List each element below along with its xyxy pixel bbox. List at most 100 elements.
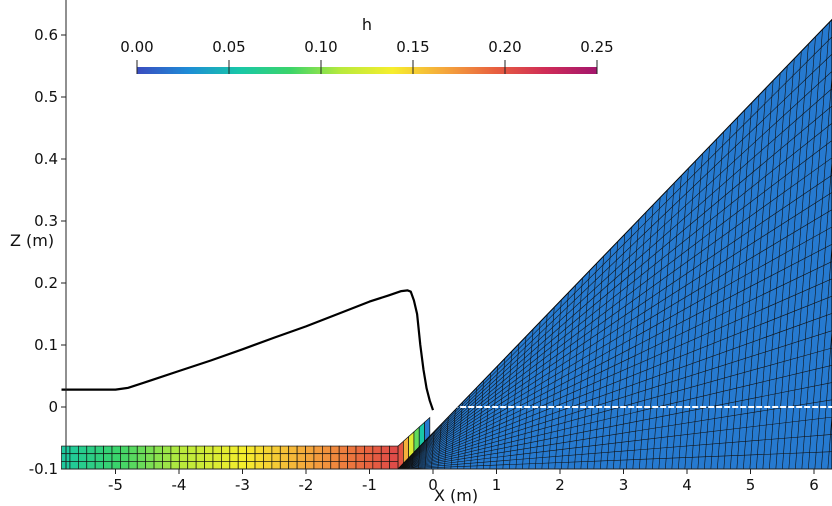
bed-cell [162,453,172,462]
bed-cell [364,461,374,470]
bed-cell [195,453,205,462]
bed-cell [136,461,147,470]
slope-mesh-line [398,295,832,469]
bed-cell [103,453,113,462]
bed-cell [372,445,382,455]
bed-cell [271,453,281,462]
bed-cell [128,453,138,462]
bed-cell [305,453,315,462]
y-tick-label: 0.3 [34,212,58,230]
bed-cell [153,453,163,462]
slope-mesh-line [410,19,448,469]
bed-cell [305,461,315,470]
slope-mesh-line [398,278,832,469]
bed-cell [338,461,348,470]
bed-cell [263,453,273,462]
bed-cell [229,445,239,455]
x-tick-label: -2 [299,476,314,494]
bed-cell [69,445,79,455]
bed-cell [288,461,298,470]
bed-cell [204,445,214,455]
x-tick-label: 6 [809,476,819,494]
slope-mesh-line [398,105,832,469]
bed-cell [221,445,231,455]
bed-cell [389,461,399,470]
bed-cell [246,461,256,470]
x-tick-label: 3 [619,476,629,494]
bed-cell [170,453,180,462]
bed-cell [279,453,290,462]
x-tick-label: -1 [362,476,377,494]
bed-cell [212,461,222,470]
bed-cell [305,445,315,455]
y-tick-label: -0.1 [29,460,58,478]
bed-cell [69,453,79,462]
slope-mesh-line [748,19,786,469]
bed-cell [178,461,189,470]
bed-cell [347,461,357,470]
bed-cell [229,453,239,462]
y-axis-title: Z (m) [10,231,54,250]
bed-cell [153,445,163,455]
colorbar-tick-label: 0.10 [304,38,337,56]
bed-cell [288,453,298,462]
bed-cell [178,453,189,462]
slope-mesh [396,18,832,470]
bed-cell [128,461,138,470]
bed-cell [288,445,298,455]
slope-mesh-line [768,19,805,469]
bed-cell [355,445,365,455]
bed-cell [86,461,96,470]
slope-mesh-line [794,19,831,469]
x-tick-label: -3 [235,476,250,494]
free-surface-profile [61,289,435,411]
bed-cell [153,461,163,470]
bed-cell [380,461,391,470]
colorbar-ticks: 0.00 0.05 0.10 0.15 0.20 0.25 [120,38,614,74]
bed-cell [279,445,290,455]
bed-cell [313,461,323,470]
slope-mesh-line [755,19,792,469]
bed-cell [221,453,231,462]
slope-mesh-line [398,399,832,469]
slope-mesh-line [398,157,832,469]
bed-cell [338,453,348,462]
y-tick-label: 0.4 [34,150,58,168]
bed-cell [330,461,340,470]
bed-cell [221,461,231,470]
bed-cell [389,445,399,455]
slope-mesh-line [398,36,832,469]
slope-mesh-line [398,347,832,469]
bed-cell [389,453,399,462]
slope-mesh-line [398,243,832,469]
colorbar-title: h [362,15,372,34]
slope-mesh-line [398,174,832,469]
colorbar-tick-label: 0.15 [396,38,429,56]
bed-cell [145,445,155,455]
bed-cell [364,453,374,462]
bed-cell [204,453,214,462]
bed-cell [279,461,290,470]
slope-mesh-line [398,19,435,469]
bed-cell [271,461,281,470]
bed-cell [237,453,247,462]
slope-mesh-line [742,19,779,469]
bed-cell [145,461,155,470]
bed-cell [103,445,113,455]
bed-cell [94,445,104,455]
bed-cell [313,453,323,462]
x-tick-label: -4 [172,476,187,494]
bed-cell [271,445,281,455]
y-tick-label: 0.6 [34,26,58,44]
slope-mesh-line [398,226,832,469]
colorbar-tick-label: 0.00 [120,38,153,56]
bed-cell [136,453,147,462]
slope-mesh-line [781,19,818,469]
bed-cell [372,461,382,470]
bed-cell [103,461,113,470]
bed-cell [330,453,340,462]
colorbar-tick-label: 0.25 [580,38,613,56]
bed-cell [347,445,357,455]
bed-cell [364,445,374,455]
